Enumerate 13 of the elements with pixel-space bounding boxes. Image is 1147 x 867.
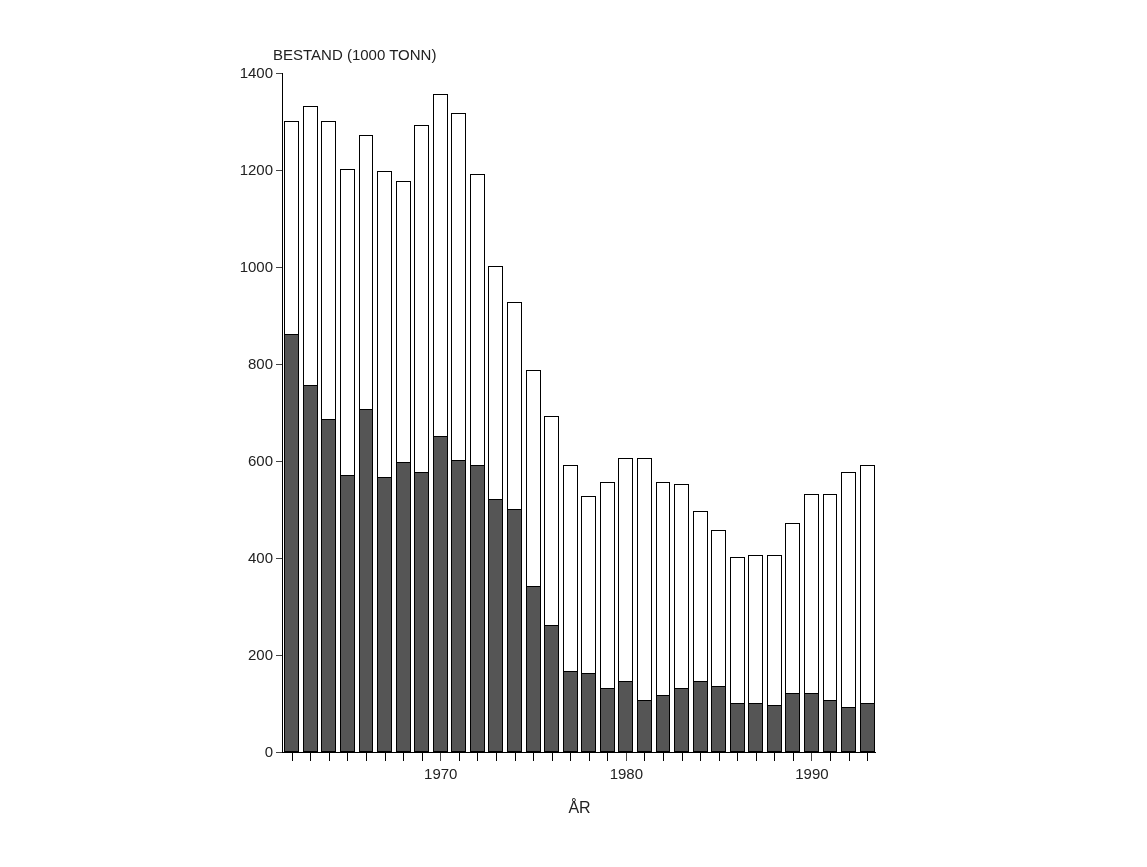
y-tick-label: 1200 [239, 161, 273, 179]
y-tick-label: 600 [247, 452, 273, 470]
x-tick-label: 1990 [795, 765, 829, 782]
y-tick-label: 800 [247, 355, 273, 373]
x-axis-title: ÅR [568, 797, 591, 816]
y-axis-title: BESTAND (1000 TONN) [273, 46, 437, 63]
y-tick-label: 1000 [239, 258, 273, 276]
x-tick-label: 1970 [424, 765, 458, 782]
y-tick-label: 400 [247, 549, 273, 567]
x-tick-label: 1980 [609, 765, 644, 782]
y-tick-label: 200 [247, 646, 273, 664]
y-tick-label: 1400 [239, 64, 273, 82]
y-tick-label: 0 [264, 743, 273, 761]
